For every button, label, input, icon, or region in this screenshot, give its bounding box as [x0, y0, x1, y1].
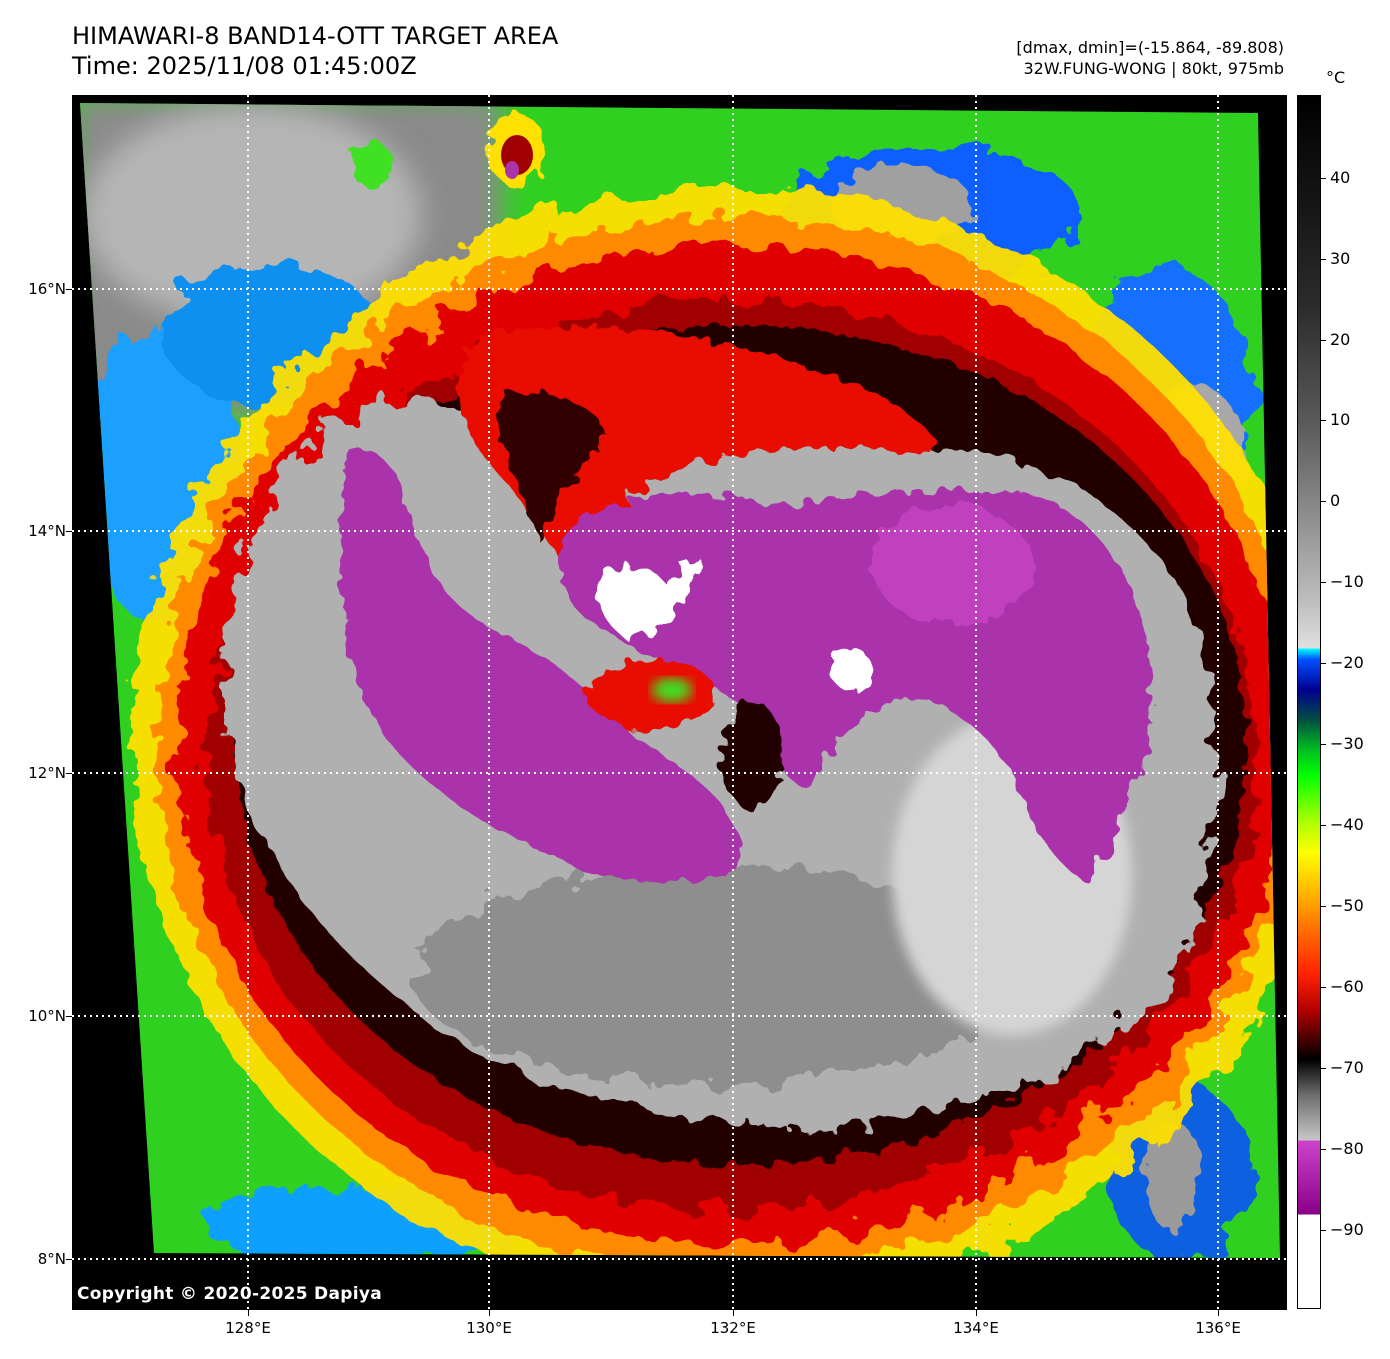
lon-tick	[248, 1310, 249, 1316]
lon-tick	[489, 1310, 490, 1316]
satellite-map: Copyright © 2020-2025 Dapiya	[72, 95, 1287, 1310]
colorbar-tick	[1321, 340, 1326, 341]
colorbar-tick	[1321, 906, 1326, 907]
lon-label-128e: 128°E	[225, 1319, 271, 1337]
lat-label-10n: 10°N	[28, 1007, 66, 1025]
colorbar-tick	[1321, 1068, 1326, 1069]
colorbar-label: −40	[1330, 815, 1364, 834]
colorbar-label: −80	[1330, 1139, 1364, 1158]
lon-tick	[976, 1310, 977, 1316]
chart-title: HIMAWARI-8 BAND14-OTT TARGET AREA	[72, 22, 559, 50]
colorbar-label: −50	[1330, 896, 1364, 915]
colorbar-tick	[1321, 663, 1326, 664]
lat-tick	[66, 773, 72, 774]
copyright-text: Copyright © 2020-2025 Dapiya	[77, 1284, 382, 1304]
colorbar-label: 10	[1330, 410, 1351, 429]
lon-tick	[733, 1310, 734, 1316]
colorbar-label: 0	[1330, 491, 1341, 510]
colorbar-label: −10	[1330, 572, 1364, 591]
colorbar-label: 30	[1330, 249, 1351, 268]
colorbar-label: −70	[1330, 1058, 1364, 1077]
lon-label-134e: 134°E	[953, 1319, 999, 1337]
data-range: [dmax, dmin]=(-15.864, -89.808)	[1016, 38, 1284, 57]
colorbar-label: −30	[1330, 734, 1364, 753]
lat-tick	[66, 289, 72, 290]
timestamp: Time: 2025/11/08 01:45:00Z	[72, 52, 417, 80]
colorbar-tick	[1321, 582, 1326, 583]
lon-label-130e: 130°E	[466, 1319, 512, 1337]
lat-tick	[66, 531, 72, 532]
colorbar-label: 20	[1330, 330, 1351, 349]
colorbar-label: −60	[1330, 977, 1364, 996]
lon-label-136e: 136°E	[1195, 1319, 1241, 1337]
colorbar-tick	[1321, 178, 1326, 179]
colorbar-tick	[1321, 987, 1326, 988]
colorbar-tick	[1321, 1149, 1326, 1150]
colorbar-label: −90	[1330, 1220, 1364, 1239]
colorbar-tick	[1321, 825, 1326, 826]
colorbar-tick	[1321, 501, 1326, 502]
lon-tick	[1218, 1310, 1219, 1316]
colorbar-tick	[1321, 259, 1326, 260]
satellite-imagery	[72, 95, 1287, 1310]
lat-label-16n: 16°N	[28, 280, 66, 298]
colorbar-tick	[1321, 744, 1326, 745]
colorbar	[1297, 95, 1321, 1309]
lat-label-8n: 8°N	[37, 1250, 66, 1268]
lat-label-12n: 12°N	[28, 764, 66, 782]
lat-label-14n: 14°N	[28, 522, 66, 540]
lon-label-132e: 132°E	[710, 1319, 756, 1337]
graticule	[72, 95, 1287, 1310]
colorbar-label: −20	[1330, 653, 1364, 672]
colorbar-tick	[1321, 1230, 1326, 1231]
storm-info: 32W.FUNG-WONG | 80kt, 975mb	[1023, 59, 1284, 78]
lat-tick	[66, 1016, 72, 1017]
colorbar-unit: °C	[1326, 68, 1346, 87]
colorbar-tick	[1321, 420, 1326, 421]
lat-tick	[66, 1259, 72, 1260]
colorbar-label: 40	[1330, 168, 1351, 187]
